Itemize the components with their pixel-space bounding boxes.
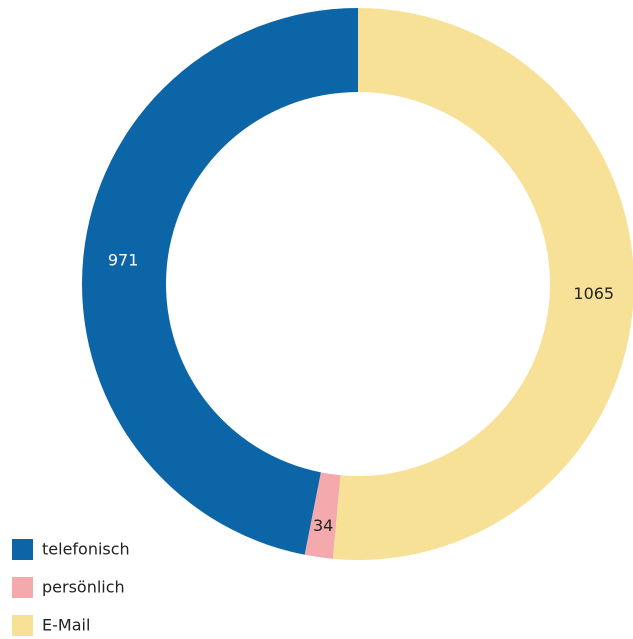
donut-slice (304, 472, 341, 559)
legend-label: persönlich (42, 578, 125, 597)
data-label: 34 (313, 516, 333, 535)
data-label: 1065 (573, 284, 614, 303)
data-label: 971 (108, 251, 139, 270)
legend-swatch (12, 615, 33, 636)
donut-slice (332, 8, 633, 560)
legend-swatch (12, 577, 33, 598)
legend-swatch (12, 539, 33, 560)
legend-label: telefonisch (42, 540, 130, 559)
legend-label: E-Mail (42, 616, 90, 635)
donut-slice (81, 8, 359, 555)
